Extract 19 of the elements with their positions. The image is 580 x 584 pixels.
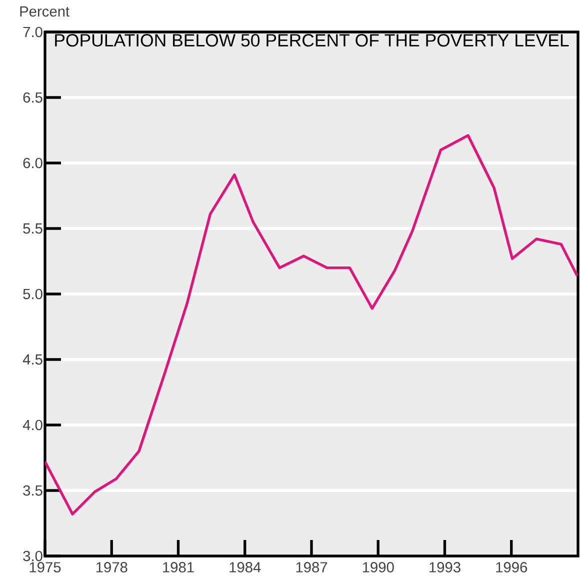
x-tick-label: 1987: [296, 562, 328, 572]
y-tick-label: 3.0: [23, 550, 42, 562]
y-tick-label: 3.5: [23, 485, 42, 496]
y-tick-label: 7.0: [23, 26, 42, 38]
x-tick-label: 1981: [163, 562, 194, 572]
y-tick-label: 5.5: [23, 223, 42, 234]
y-tick-label: 5.0: [23, 288, 42, 300]
x-tick-label: 1990: [362, 562, 394, 572]
x-tick-label: 1984: [230, 562, 261, 572]
x-tick-label: 1996: [496, 562, 528, 572]
x-tick-label: 1978: [96, 562, 128, 572]
y-tick-label: 4.5: [22, 354, 42, 365]
y-axis-title: Percent: [20, 6, 70, 17]
x-tick-label: 1993: [430, 562, 460, 572]
chart-title: POPULATION BELOW 50 PERCENT OF THE POVERTY LEVEL: [55, 34, 569, 47]
y-tick-label: 6.5: [23, 92, 42, 103]
y-tick-label: 6.0: [23, 158, 42, 168]
y-tick-label: 4.0: [22, 420, 42, 430]
x-tick-label: 1975: [30, 562, 61, 572]
